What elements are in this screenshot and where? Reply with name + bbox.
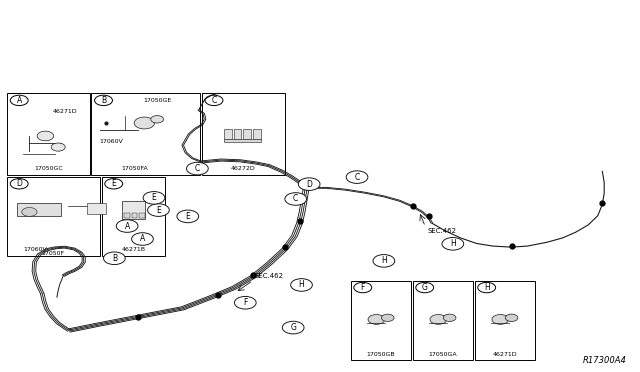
Bar [202,93,285,175]
Text: E: E [152,193,156,202]
Text: 46271D: 46271D [52,109,77,114]
Text: 17050GA: 17050GA [428,352,457,357]
Circle shape [444,314,456,321]
Text: 46272D: 46272D [231,166,256,171]
Circle shape [346,171,368,183]
Bar [102,177,166,256]
Text: D: D [16,179,22,188]
Circle shape [186,162,208,175]
Text: E: E [111,179,116,188]
Circle shape [116,220,138,232]
Circle shape [132,233,154,245]
Text: F: F [360,283,365,292]
Circle shape [282,321,304,334]
Text: 17060V: 17060V [100,139,124,144]
Bar [124,213,130,218]
Bar [132,213,138,218]
Bar [413,280,473,360]
Text: H: H [484,283,490,292]
Circle shape [442,237,464,250]
Circle shape [10,179,28,189]
Circle shape [354,282,372,293]
Text: C: C [293,195,298,203]
Circle shape [104,252,125,264]
Circle shape [285,193,307,205]
Circle shape [298,178,320,190]
Text: H: H [381,256,387,265]
Bar [234,129,241,138]
Text: H: H [299,280,305,289]
Bar [224,138,261,142]
Text: 17050FA: 17050FA [122,166,148,171]
Circle shape [148,204,170,217]
Text: C: C [355,173,360,182]
Circle shape [134,117,155,129]
Circle shape [143,192,165,204]
Circle shape [416,282,434,293]
Text: SEC.462: SEC.462 [255,273,284,279]
Text: 17050GC: 17050GC [34,166,63,171]
Bar [87,203,106,214]
Bar [122,201,145,219]
Circle shape [477,282,495,293]
Circle shape [505,314,518,321]
Circle shape [430,315,447,324]
Text: F: F [243,298,248,307]
Text: A: A [17,96,22,105]
Circle shape [10,95,28,106]
Text: C: C [195,164,200,173]
Bar [7,177,100,256]
Circle shape [291,279,312,291]
Bar [243,129,251,138]
Text: B: B [112,254,117,263]
Text: A: A [140,234,145,244]
Text: H: H [450,239,456,248]
Bar [92,93,200,175]
Text: 17050GB: 17050GB [366,352,395,357]
Circle shape [177,210,198,223]
Bar [224,129,232,138]
Text: D: D [306,180,312,189]
Bar [351,280,412,360]
Circle shape [368,315,385,324]
Text: E: E [186,212,190,221]
Bar [253,129,260,138]
Text: E: E [156,206,161,215]
Circle shape [105,179,123,189]
Text: 17050F: 17050F [42,251,65,256]
Bar [17,203,61,216]
Bar [474,280,535,360]
Circle shape [492,315,509,324]
Text: R17300A4: R17300A4 [582,356,627,365]
Text: 17060V: 17060V [23,247,47,252]
Text: G: G [422,283,428,292]
Text: C: C [211,96,216,105]
Text: G: G [291,323,296,332]
Text: 46271B: 46271B [122,247,145,252]
Circle shape [381,314,394,321]
Circle shape [37,131,54,141]
Circle shape [151,116,164,123]
Circle shape [95,95,113,106]
Text: SEC.462: SEC.462 [428,228,456,234]
Circle shape [373,254,395,267]
Bar [140,213,145,218]
Circle shape [51,143,65,151]
Text: 46271D: 46271D [492,352,517,357]
Circle shape [234,296,256,309]
Circle shape [22,208,37,217]
Text: B: B [101,96,106,105]
Text: 17050GE: 17050GE [143,97,172,103]
Text: A: A [125,221,130,231]
Bar [7,93,90,175]
Circle shape [205,95,223,106]
